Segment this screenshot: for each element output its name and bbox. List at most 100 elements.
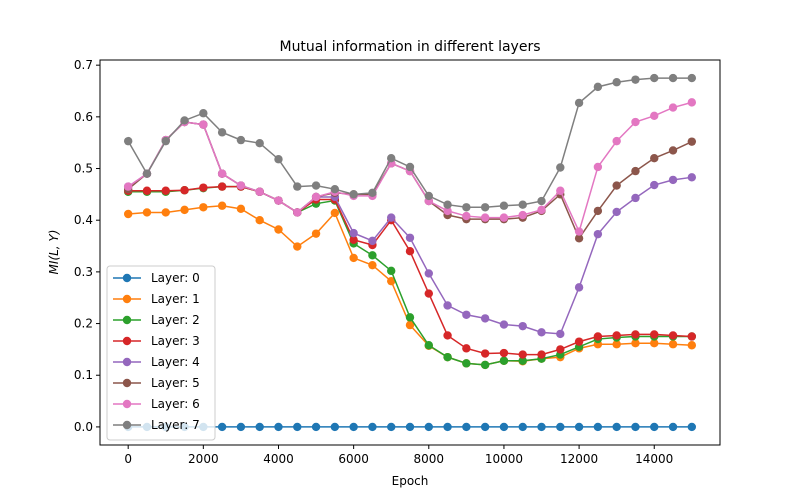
legend-box	[106, 265, 216, 441]
data-point	[161, 186, 170, 195]
x-tick-label: 6000	[338, 452, 369, 466]
legend: Layer: 0 Layer: 1 Layer: 2 Layer: 3 Layer: 4…	[106, 265, 216, 441]
data-point	[330, 208, 340, 218]
data-point	[556, 186, 565, 195]
x-tick-label: 2000	[188, 452, 219, 466]
data-point	[668, 146, 678, 155]
data-point	[199, 183, 208, 192]
data-point	[593, 82, 603, 92]
data-point	[612, 331, 621, 340]
data-point	[161, 136, 170, 146]
y-tick-label: 0.5	[74, 162, 93, 176]
data-point	[668, 103, 678, 112]
data-point	[462, 203, 471, 212]
data-point	[368, 422, 377, 432]
data-point	[687, 341, 697, 350]
y-tick-label: 0.3	[74, 265, 93, 279]
data-point	[293, 182, 302, 191]
data-point	[612, 340, 621, 349]
data-point	[217, 169, 227, 178]
data-point	[142, 208, 152, 217]
data-point	[349, 253, 358, 263]
data-point	[518, 422, 527, 432]
legend-item: Layer: 1	[113, 292, 200, 306]
data-point	[405, 247, 415, 256]
data-point	[405, 233, 415, 242]
data-point	[650, 330, 659, 339]
data-point	[499, 356, 509, 365]
y-axis-label: MI(L, Y)	[47, 230, 61, 275]
data-point	[574, 283, 584, 292]
data-point	[593, 332, 603, 341]
data-point	[199, 120, 208, 129]
data-point	[612, 207, 621, 217]
data-point	[349, 235, 358, 245]
data-point	[405, 320, 415, 330]
data-point	[650, 73, 659, 83]
data-point	[612, 136, 621, 146]
data-point	[199, 109, 208, 118]
y-tick-label: 0.0	[74, 420, 93, 434]
y-tick-label: 0.6	[74, 110, 93, 124]
legend-item: Layer: 3	[113, 334, 200, 348]
data-point	[274, 196, 283, 205]
data-point	[123, 182, 133, 191]
data-point	[499, 201, 509, 210]
data-point	[349, 422, 358, 432]
data-point	[687, 137, 697, 146]
data-point	[443, 331, 452, 340]
legend-label: Layer: 6	[151, 397, 200, 411]
data-point	[687, 98, 697, 107]
data-point	[236, 204, 246, 214]
data-point	[574, 422, 584, 432]
legend-swatch-marker	[122, 273, 132, 283]
data-point	[631, 422, 640, 432]
data-point	[650, 338, 659, 348]
data-point	[255, 139, 264, 148]
data-point	[687, 73, 697, 83]
data-point	[462, 344, 471, 353]
data-point	[631, 193, 640, 203]
data-point	[236, 422, 246, 432]
data-point	[687, 332, 697, 341]
data-point	[293, 208, 302, 217]
data-point	[462, 422, 471, 432]
data-point	[668, 422, 678, 432]
data-point	[180, 186, 189, 195]
data-point	[255, 422, 264, 432]
data-point	[387, 276, 396, 286]
data-point	[180, 116, 189, 125]
x-tick-label: 8000	[414, 452, 445, 466]
data-point	[217, 182, 227, 191]
data-point	[480, 349, 490, 358]
legend-label: Layer: 0	[151, 271, 200, 285]
data-point	[631, 338, 640, 348]
data-point	[574, 337, 584, 346]
data-point	[650, 422, 659, 432]
plot-frame	[99, 59, 721, 446]
data-point	[668, 175, 678, 185]
series-layer-7	[123, 73, 697, 212]
data-point	[518, 210, 527, 220]
data-point	[462, 310, 471, 319]
data-point	[631, 330, 640, 339]
legend-swatch-marker	[122, 336, 132, 346]
x-tick-label: 0	[124, 452, 132, 466]
legend-swatch-marker	[122, 294, 132, 304]
data-point	[537, 422, 546, 432]
legend-item: Layer: 5	[113, 376, 200, 390]
legend-swatch-marker	[122, 315, 132, 325]
data-point	[537, 196, 546, 206]
data-point	[499, 213, 509, 222]
data-point	[255, 187, 264, 196]
y-tick-label: 0.4	[74, 213, 93, 227]
data-point	[161, 208, 170, 217]
x-tick-label: 10000	[485, 452, 523, 466]
data-point	[387, 266, 396, 276]
data-point	[462, 211, 471, 221]
chart-title: Mutual information in different layers	[279, 39, 540, 55]
data-point	[217, 128, 227, 137]
data-point	[123, 209, 133, 219]
data-point	[574, 234, 584, 243]
legend-label: Layer: 3	[151, 334, 200, 348]
